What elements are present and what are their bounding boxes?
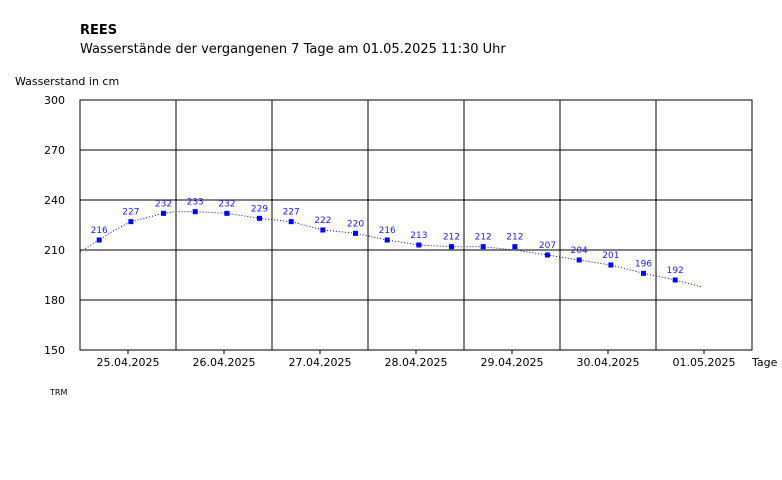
y-ticks: 300 270 240 210 180 150 xyxy=(44,94,65,357)
x-tick-label: 01.05.2025 xyxy=(673,356,736,369)
data-label: 201 xyxy=(602,251,619,261)
chart-title: REES xyxy=(80,23,117,38)
x-tick-label: 25.04.2025 xyxy=(97,356,160,369)
y-tick-label: 210 xyxy=(44,244,65,257)
data-point xyxy=(641,270,647,276)
data-point xyxy=(480,244,486,250)
x-ticks: 25.04.2025 26.04.2025 27.04.2025 28.04.2025… xyxy=(97,350,736,369)
data-label: 220 xyxy=(347,219,364,229)
data-label: 212 xyxy=(475,233,492,243)
y-axis-label: Wasserstand in cm xyxy=(15,75,119,88)
data-label: 196 xyxy=(635,259,652,269)
y-tick-label: 150 xyxy=(44,344,65,357)
data-label: 227 xyxy=(283,208,300,218)
data-label: 207 xyxy=(539,241,556,251)
data-point xyxy=(320,227,326,233)
data-label: 192 xyxy=(667,266,684,276)
plot-frame xyxy=(79,99,753,351)
data-label: 204 xyxy=(571,246,588,256)
x-tick-label: 30.04.2025 xyxy=(577,356,640,369)
data-point xyxy=(576,257,582,263)
footer-label: TRM xyxy=(49,388,67,397)
data-point xyxy=(512,244,518,250)
data-label: 216 xyxy=(91,226,108,236)
data-label: 227 xyxy=(122,208,139,218)
y-tick-label: 300 xyxy=(44,94,65,107)
x-tick-label: 26.04.2025 xyxy=(193,356,256,369)
data-point xyxy=(161,210,167,216)
y-tick-label: 180 xyxy=(44,294,65,307)
x-tick-label: 29.04.2025 xyxy=(481,356,544,369)
data-point xyxy=(672,277,678,283)
data-point xyxy=(416,242,422,248)
y-tick-label: 240 xyxy=(44,194,65,207)
data-label: 222 xyxy=(314,216,331,226)
data-label: 216 xyxy=(379,226,396,236)
series-line xyxy=(79,211,702,288)
data-point xyxy=(384,237,390,243)
grid xyxy=(80,99,752,351)
data-label: 213 xyxy=(410,231,427,241)
data-label: 212 xyxy=(506,233,523,243)
data-point xyxy=(96,237,102,243)
series-markers xyxy=(96,209,678,283)
x-axis-label: Tage xyxy=(751,356,778,369)
data-point xyxy=(192,209,198,215)
data-point xyxy=(545,252,551,258)
data-point xyxy=(257,215,263,221)
data-point xyxy=(128,219,134,225)
data-point xyxy=(353,230,359,236)
y-tick-label: 270 xyxy=(44,144,65,157)
data-point xyxy=(608,262,614,268)
x-tick-label: 28.04.2025 xyxy=(385,356,448,369)
data-label: 229 xyxy=(251,204,268,214)
data-label: 233 xyxy=(187,198,204,208)
data-point xyxy=(288,219,294,225)
data-label: 232 xyxy=(218,199,235,209)
chart-subtitle: Wasserstände der vergangenen 7 Tage am 0… xyxy=(80,42,506,57)
data-point xyxy=(449,244,455,250)
data-label: 232 xyxy=(155,199,172,209)
data-labels: 216 227 232 233 232 229 227 222 220 216 213 212 212 2… xyxy=(91,198,684,276)
data-point xyxy=(224,210,230,216)
x-tick-label: 27.04.2025 xyxy=(289,356,352,369)
data-label: 212 xyxy=(443,233,460,243)
